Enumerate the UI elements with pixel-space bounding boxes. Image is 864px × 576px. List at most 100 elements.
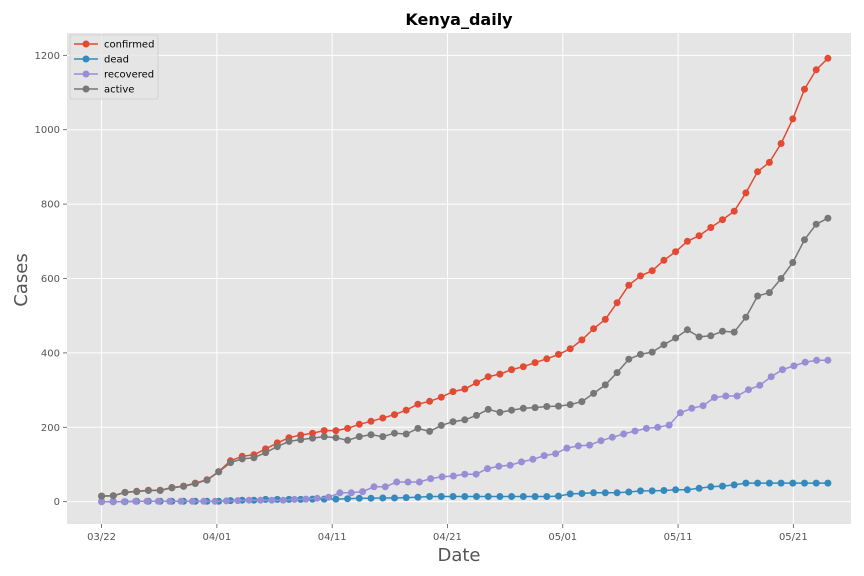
data-point-recovered <box>120 498 128 506</box>
data-point-recovered <box>665 421 673 429</box>
data-point-recovered <box>574 442 582 450</box>
data-point-active <box>309 434 316 442</box>
data-point-recovered <box>211 497 219 505</box>
data-point-dead <box>519 493 527 500</box>
data-point-active <box>332 434 340 442</box>
data-point-dead <box>801 479 808 487</box>
data-point-recovered <box>381 483 389 491</box>
data-point-recovered <box>699 402 707 410</box>
data-point-dead <box>683 486 691 494</box>
data-point-active <box>320 433 328 441</box>
data-point-dead <box>672 486 680 494</box>
data-point-active <box>355 433 363 441</box>
data-point-confirmed <box>754 168 762 176</box>
data-point-active <box>156 487 164 494</box>
data-point-confirmed <box>637 272 644 280</box>
data-point-dead <box>555 492 562 500</box>
data-point-active <box>683 326 691 334</box>
data-point-recovered <box>654 423 662 431</box>
data-point-dead <box>660 487 668 494</box>
data-point-confirmed <box>824 54 832 62</box>
data-point-active <box>637 350 644 358</box>
data-point-active <box>98 492 106 500</box>
data-point-active <box>297 436 305 444</box>
data-point-active <box>754 292 762 300</box>
data-point-dead <box>461 493 469 500</box>
data-point-active <box>262 449 270 457</box>
data-point-active <box>801 236 808 244</box>
data-point-recovered <box>154 497 162 505</box>
data-point-active <box>672 334 680 342</box>
data-point-confirmed <box>309 429 316 437</box>
data-point-dead <box>812 479 820 487</box>
series-layer <box>98 54 832 506</box>
data-point-recovered <box>245 496 253 504</box>
data-point-dead <box>355 494 363 502</box>
data-point-active <box>590 389 598 397</box>
legend: confirmed dead recovered active <box>69 34 159 100</box>
data-point-recovered <box>188 497 196 505</box>
legend-item-dead: dead <box>74 55 129 66</box>
data-point-confirmed <box>683 237 691 245</box>
data-point-dead <box>402 494 410 502</box>
data-point-dead <box>730 481 738 489</box>
data-point-confirmed <box>801 85 808 93</box>
data-point-active <box>578 398 586 406</box>
data-point-confirmed <box>566 345 574 353</box>
data-point-active <box>660 341 668 349</box>
legend-marker <box>82 85 90 93</box>
data-point-dead <box>344 495 352 503</box>
y-tick-label: 1200 <box>35 51 60 62</box>
data-point-dead <box>437 493 445 500</box>
data-point-active <box>742 313 750 321</box>
data-point-active <box>789 259 797 266</box>
data-point-confirmed <box>660 256 668 264</box>
data-point-active <box>461 416 469 424</box>
y-axis-title: Cases <box>11 253 32 306</box>
data-point-dead <box>449 493 457 500</box>
data-point-recovered <box>336 489 344 497</box>
data-point-confirmed <box>519 363 527 371</box>
data-point-recovered <box>404 478 412 486</box>
data-point-recovered <box>631 427 639 435</box>
data-point-confirmed <box>379 414 387 422</box>
data-point-confirmed <box>320 427 328 435</box>
data-point-recovered <box>801 358 809 366</box>
data-point-dead <box>742 479 750 487</box>
x-axis-title: Date <box>437 545 480 566</box>
grid-lines <box>67 33 851 524</box>
data-point-active <box>449 418 457 426</box>
data-point-active <box>707 332 715 340</box>
data-point-recovered <box>302 495 310 503</box>
data-point-recovered <box>98 498 106 506</box>
x-tick-label: 05/11 <box>664 532 693 543</box>
data-point-recovered <box>620 430 628 438</box>
data-point-dead <box>590 489 598 497</box>
data-point-active <box>414 424 422 432</box>
data-point-recovered <box>824 356 832 364</box>
data-point-confirmed <box>695 232 703 240</box>
data-point-dead <box>824 479 832 487</box>
data-point-recovered <box>540 452 548 460</box>
data-point-recovered <box>291 495 298 503</box>
data-point-confirmed <box>555 350 562 358</box>
data-point-confirmed <box>765 158 773 166</box>
data-point-recovered <box>779 366 786 374</box>
data-point-recovered <box>676 409 684 417</box>
data-point-dead <box>391 494 398 502</box>
data-point-active <box>508 406 516 414</box>
legend-item-confirmed: confirmed <box>74 40 154 51</box>
data-point-dead <box>601 489 609 497</box>
data-point-recovered <box>200 497 208 505</box>
data-point-confirmed <box>437 393 445 401</box>
y-tick-label: 400 <box>41 348 60 359</box>
data-point-active <box>496 408 504 416</box>
data-point-confirmed <box>578 336 586 344</box>
legend-item-active: active <box>74 85 134 96</box>
data-point-recovered <box>608 433 616 441</box>
data-point-active <box>613 369 621 377</box>
legend-marker <box>82 40 90 48</box>
data-point-recovered <box>461 470 469 478</box>
data-point-recovered <box>234 497 242 505</box>
